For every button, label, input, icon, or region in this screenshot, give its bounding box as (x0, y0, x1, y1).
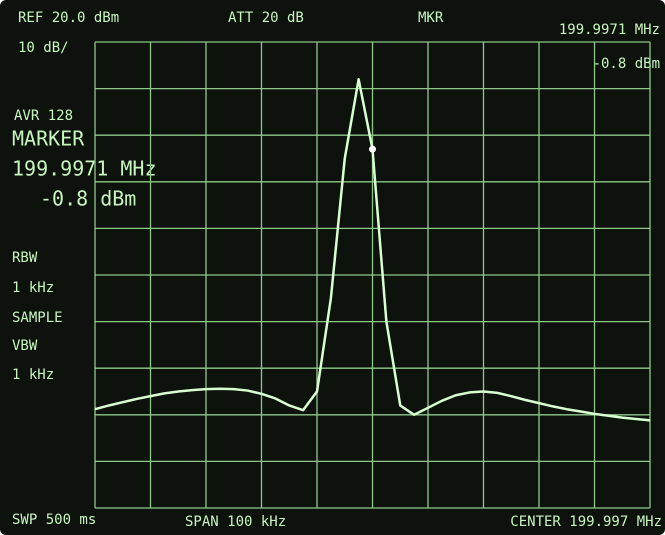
span: SPAN 100 kHz (185, 514, 286, 530)
sweep-time: SWP 500 ms (12, 512, 96, 528)
rbw-label: RBW (12, 250, 38, 266)
rbw-value: 1 kHz (12, 280, 54, 296)
marker-title: MARKER (12, 127, 85, 151)
vbw-value: 1 kHz (12, 367, 54, 383)
attenuation: ATT 20 dB (228, 10, 304, 26)
scale: 10 dB/ (18, 40, 69, 56)
marker-frequency: 199.9971 MHz (559, 22, 660, 38)
marker-amplitude-readout: -0.8 dBm (40, 187, 136, 211)
analyzer-screen: REF 20.0 dBm ATT 20 dB MKR 199.9971 MHz … (0, 0, 665, 535)
screen-background (0, 0, 665, 535)
ref-level: REF 20.0 dBm (18, 10, 119, 26)
center-frequency: CENTER 199.997 MHz (510, 514, 662, 530)
vbw-label: VBW (12, 338, 38, 354)
averaging: AVR 128 (14, 108, 73, 124)
marker-frequency-readout: 199.9971 MHz (12, 157, 157, 181)
detector: SAMPLE (12, 310, 63, 326)
marker-dot (369, 146, 376, 153)
marker-label: MKR (418, 10, 444, 26)
